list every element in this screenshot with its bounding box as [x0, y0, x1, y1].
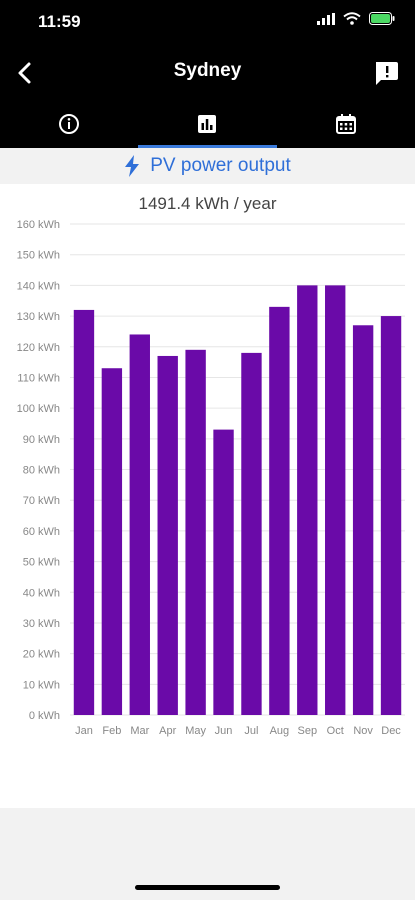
y-tick-label: 20 kWh — [23, 649, 60, 661]
x-tick-label: Dec — [381, 725, 401, 737]
x-tick-label: Jun — [215, 725, 233, 737]
x-tick-label: Sep — [298, 725, 318, 737]
y-tick-label: 70 kWh — [23, 495, 60, 507]
x-tick-label: May — [185, 725, 206, 737]
x-tick-label: Apr — [159, 725, 176, 737]
bar-dec[interactable] — [380, 316, 402, 715]
y-tick-label: 80 kWh — [23, 465, 60, 477]
chart-title: 1491.4 kWh / year — [138, 194, 277, 213]
bar-chart-icon — [198, 115, 217, 133]
y-tick-label: 50 kWh — [23, 557, 60, 569]
x-tick-label: Feb — [102, 725, 121, 737]
tab-calendar[interactable] — [277, 100, 415, 148]
x-tick-label: Jan — [75, 725, 93, 737]
bar-jun[interactable] — [213, 429, 234, 715]
status-time: 11:59 — [38, 12, 81, 31]
chevron-left-icon — [18, 62, 31, 84]
y-tick-label: 160 kWh — [17, 219, 60, 231]
page-title: Sydney — [173, 60, 242, 81]
section-header: PV power output — [0, 148, 415, 184]
y-tick-label: 60 kWh — [23, 526, 60, 538]
y-tick-label: 130 kWh — [17, 311, 60, 323]
y-tick-label: 140 kWh — [17, 280, 60, 292]
calendar-icon — [335, 114, 356, 134]
x-tick-label: Mar — [130, 725, 149, 737]
y-tick-label: 0 kWh — [29, 710, 60, 722]
feedback-button[interactable] — [373, 60, 401, 88]
status-icons — [317, 12, 395, 25]
bar-oct[interactable] — [325, 285, 346, 715]
bar-mar[interactable] — [129, 334, 150, 715]
lightning-icon — [125, 155, 140, 177]
y-tick-label: 90 kWh — [23, 434, 60, 446]
y-tick-label: 10 kWh — [23, 679, 60, 691]
back-button[interactable] — [12, 58, 40, 88]
wifi-icon — [343, 12, 361, 25]
bar-may[interactable] — [185, 349, 206, 715]
tab-info[interactable] — [0, 100, 138, 148]
info-icon — [59, 114, 80, 134]
bar-jul[interactable] — [241, 352, 262, 715]
y-tick-label: 30 kWh — [23, 618, 60, 630]
x-tick-label: Oct — [327, 725, 344, 737]
chart-card: PV power output 1491.4 kWh / year 0 kWh 1… — [0, 148, 415, 808]
y-tick-label: 40 kWh — [23, 587, 60, 599]
bar-feb[interactable] — [101, 368, 123, 715]
bar-aug[interactable] — [269, 306, 290, 715]
tab-chart[interactable] — [138, 100, 277, 148]
y-tick-label: 120 kWh — [17, 342, 60, 354]
bar-apr[interactable] — [157, 355, 178, 715]
section-title: PV power output — [150, 155, 291, 176]
battery-icon — [369, 12, 395, 25]
x-tick-label: Jul — [244, 725, 258, 737]
x-tick-label: Aug — [270, 725, 290, 737]
y-tick-label: 100 kWh — [17, 403, 60, 415]
y-tick-label: 150 kWh — [17, 250, 60, 262]
signal-icon — [317, 12, 335, 25]
app-header: 11:59 Sydney — [0, 0, 415, 148]
tab-bar — [0, 100, 415, 148]
y-tick-label: 110 kWh — [17, 372, 60, 384]
bar-jan[interactable] — [73, 309, 95, 715]
bar-sep[interactable] — [297, 285, 318, 715]
home-indicator[interactable] — [135, 885, 280, 890]
bar-nov[interactable] — [352, 325, 374, 715]
bar-chart: 0 kWh 10 kWh 20 kWh 30 kWh 40 kWh 50 kWh 60 kW… — [17, 219, 405, 737]
feedback-icon — [376, 62, 398, 85]
x-tick-label: Nov — [353, 725, 373, 737]
